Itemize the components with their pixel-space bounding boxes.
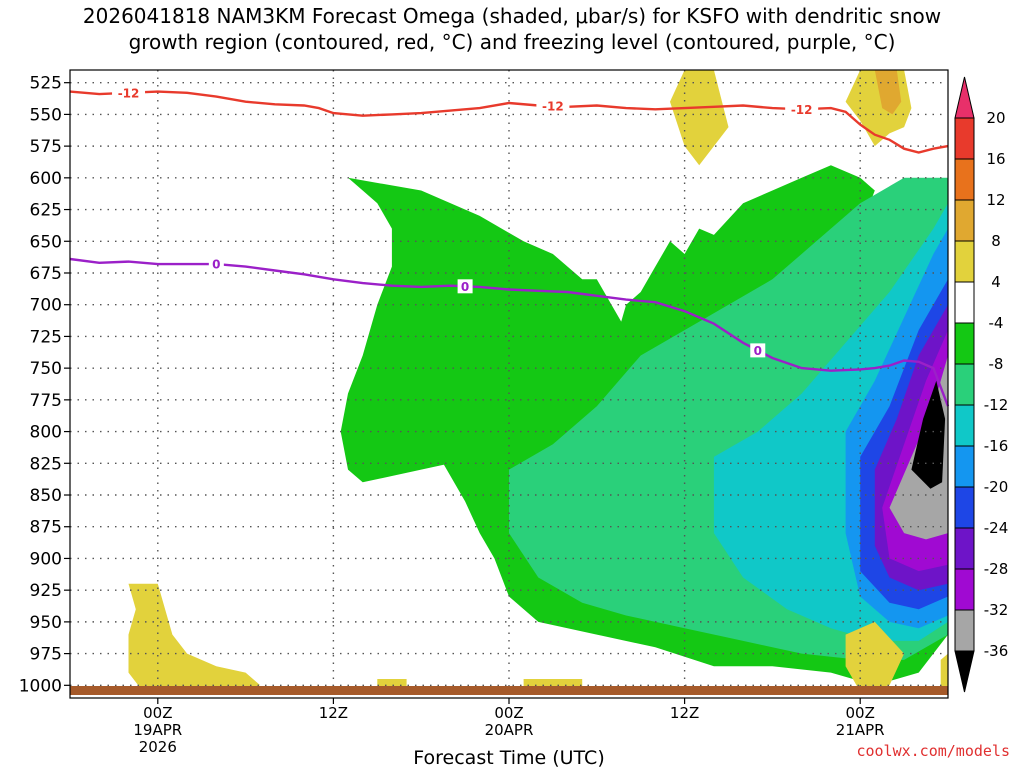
colorbar-tick-8: -16 (984, 437, 1009, 455)
colorbar-bin-10 (954, 486, 975, 529)
credit-text: coolwx.com/models (856, 742, 1010, 760)
y-tick-label-650: 650 (30, 232, 62, 252)
colorbar-bin-1 (954, 117, 975, 160)
colorbar-bin-9 (954, 445, 975, 488)
y-tick-label-525: 525 (30, 74, 62, 94)
freezing-contour-label-bg-1 (457, 279, 473, 294)
colorbar-bin-11 (954, 527, 975, 570)
colorbar-tick-1: 16 (986, 150, 1005, 168)
colorbar-bin-14 (954, 650, 975, 693)
colorbar-tick-0: 20 (986, 109, 1005, 127)
colorbar-bin-5 (954, 281, 975, 324)
x-tick-label-54-0: 00Z (846, 704, 875, 722)
y-tick-label-625: 625 (30, 201, 62, 221)
y-tick-label-700: 700 (30, 296, 62, 316)
colorbar-tick-13: -36 (984, 642, 1009, 660)
colorbar-tick-10: -24 (984, 519, 1009, 537)
dgz-contour-label-1: -12 (542, 100, 564, 114)
colorbar-bin-3 (954, 199, 975, 242)
freezing-contour-label-0: 0 (212, 258, 220, 272)
dgz-contour-label-bg-0 (112, 85, 146, 100)
dgz-contour-label-0: -12 (118, 86, 140, 100)
dgz-contour-label-2: -12 (791, 103, 813, 117)
x-tick-label-30-0: 00Z (494, 704, 523, 722)
title-line-1: 2026041818 NAM3KM Forecast Omega (shaded… (83, 4, 941, 28)
freezing-contour-label-bg-0 (208, 257, 224, 272)
y-tick-label-900: 900 (30, 549, 62, 569)
dgz-contour-label-bg-1 (536, 99, 570, 114)
freezing-contour-label-1: 0 (461, 280, 469, 294)
omega-region-16 (940, 653, 948, 692)
terrain-band (70, 686, 948, 695)
contours: -12 -12 -12 0 0 0 (69, 85, 950, 407)
y-tick-label-550: 550 (30, 105, 62, 125)
y-tick-label-825: 825 (30, 454, 62, 474)
colorbar-tick-3: 8 (991, 232, 1001, 250)
y-tick-label-775: 775 (30, 391, 62, 411)
y-tick-label-800: 800 (30, 423, 62, 443)
omega-region-8 (911, 380, 946, 489)
y-tick-label-975: 975 (30, 645, 62, 665)
y-tick-label-600: 600 (30, 169, 62, 189)
x-tick-label-6-1: 19APR (133, 721, 182, 739)
colorbar-tick-6: -8 (989, 355, 1004, 373)
y-tick-label-1000: 1000 (19, 676, 62, 696)
omega-region-12 (128, 583, 261, 692)
x-tick-label-6-2: 2026 (139, 738, 177, 756)
freezing-contour-label-2: 0 (754, 344, 762, 358)
colorbar-tick-4: 4 (991, 273, 1001, 291)
omega-region-15 (845, 621, 905, 692)
dgz-contour-label-bg-2 (785, 102, 819, 117)
x-tick-label-18-0: 12Z (319, 704, 348, 722)
y-tick-label-575: 575 (30, 137, 62, 157)
y-tick-label-875: 875 (30, 518, 62, 538)
colorbar-tick-2: 12 (986, 191, 1005, 209)
colorbar-tick-9: -20 (984, 478, 1009, 496)
colorbar: 20 16 12 8 4 -4 -8 -12 -16 -20 -24 -28 -32 -36 (954, 76, 1009, 693)
x-tick-label-6-0: 00Z (143, 704, 172, 722)
freezing-contour-label-bg-2 (750, 343, 766, 358)
freezing-contour-line (69, 257, 950, 407)
y-tick-label-950: 950 (30, 613, 62, 633)
colorbar-bin-6 (954, 322, 975, 365)
y-tick-label-925: 925 (30, 581, 62, 601)
colorbar-bin-4 (954, 240, 975, 283)
x-tick-label-30-1: 20APR (485, 721, 534, 739)
colorbar-bin-2 (954, 158, 975, 201)
y-tick-label-850: 850 (30, 486, 62, 506)
x-tick-label-42-0: 12Z (670, 704, 699, 722)
omega-region-11 (874, 70, 902, 115)
title-line-2: growth region (contoured, red, °C) and f… (129, 30, 896, 54)
colorbar-tick-11: -28 (984, 560, 1009, 578)
colorbar-bin-12 (954, 568, 975, 611)
y-tick-label-675: 675 (30, 264, 62, 284)
colorbar-tick-5: -4 (989, 314, 1004, 332)
y-axis-ticks: 525 550 575 600 625 650 675 700 725 750 775 800 825 8… (19, 74, 70, 696)
omega-shading (128, 70, 948, 692)
colorbar-bin-13 (954, 609, 975, 652)
y-tick-label-725: 725 (30, 327, 62, 347)
colorbar-tick-12: -32 (984, 601, 1009, 619)
colorbar-tick-7: -12 (984, 396, 1009, 414)
x-axis-label: Forecast Time (UTC) (413, 747, 604, 768)
y-tick-label-750: 750 (30, 359, 62, 379)
colorbar-bin-8 (954, 404, 975, 447)
x-tick-label-54-1: 21APR (836, 721, 885, 739)
colorbar-bin-7 (954, 363, 975, 406)
